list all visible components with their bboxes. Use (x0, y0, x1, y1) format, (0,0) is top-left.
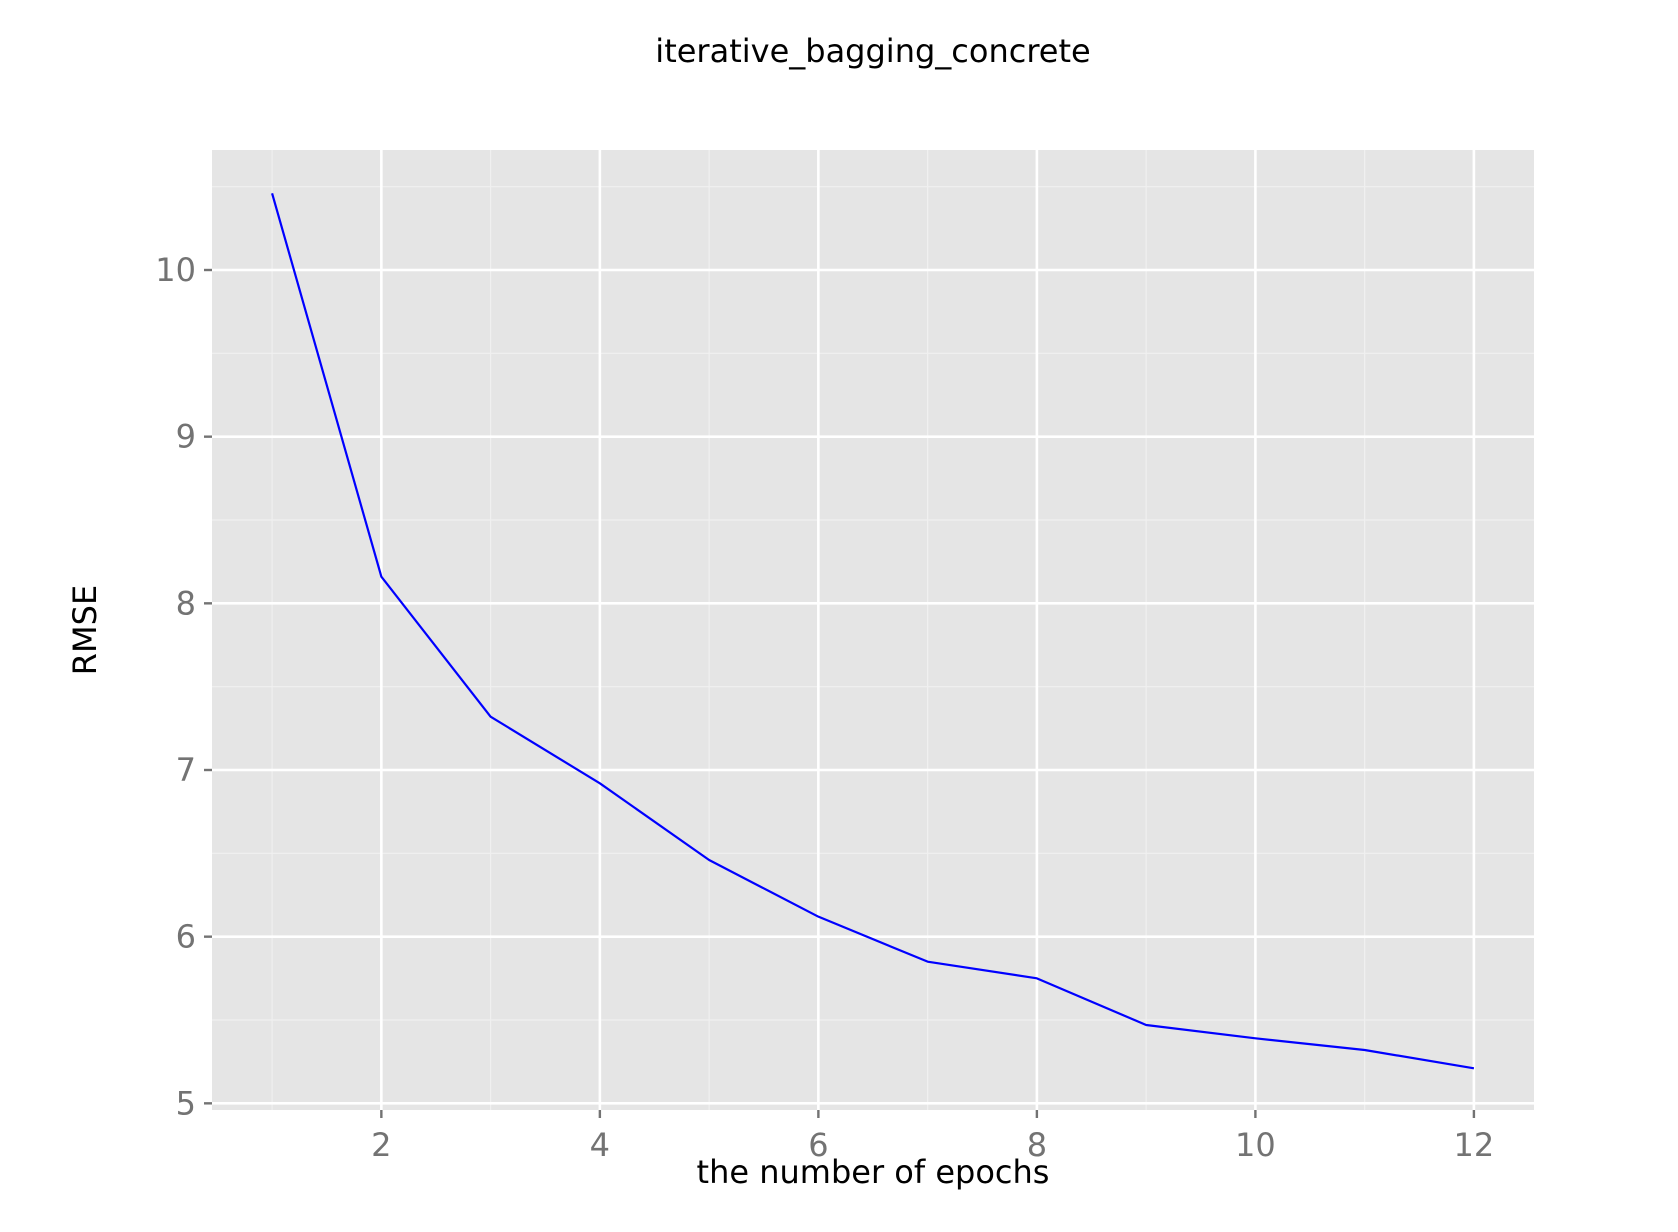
x-tick-label: 10 (1235, 1126, 1276, 1164)
y-tick-label: 9 (176, 418, 196, 456)
y-tick-labels: 5 6 7 8 9 10 (155, 251, 196, 1122)
x-tick-label: 6 (808, 1126, 828, 1164)
axis-ticks (204, 268, 1476, 1118)
y-tick-label: 8 (176, 584, 196, 622)
x-tick-label: 8 (1027, 1126, 1047, 1164)
x-tick-label: 2 (371, 1126, 391, 1164)
x-tick-label: 4 (590, 1126, 610, 1164)
minor-grid (212, 150, 1534, 1110)
y-tick-label: 6 (176, 918, 196, 956)
y-tick-label: 10 (155, 251, 196, 289)
series-line-0 (271, 193, 1475, 1070)
series-layer (271, 193, 1475, 1070)
y-tick-label: 5 (176, 1084, 196, 1122)
chart-title: iterative_bagging_concrete (655, 32, 1090, 70)
x-tick-label: 12 (1454, 1126, 1495, 1164)
plot-panel (212, 150, 1534, 1110)
major-grid (212, 150, 1534, 1110)
x-axis-label: the number of epochs (697, 1153, 1050, 1191)
y-axis-label: RMSE (66, 585, 104, 675)
x-tick-labels: 2 4 6 8 10 12 (371, 1126, 1494, 1164)
y-tick-label: 7 (176, 751, 196, 789)
